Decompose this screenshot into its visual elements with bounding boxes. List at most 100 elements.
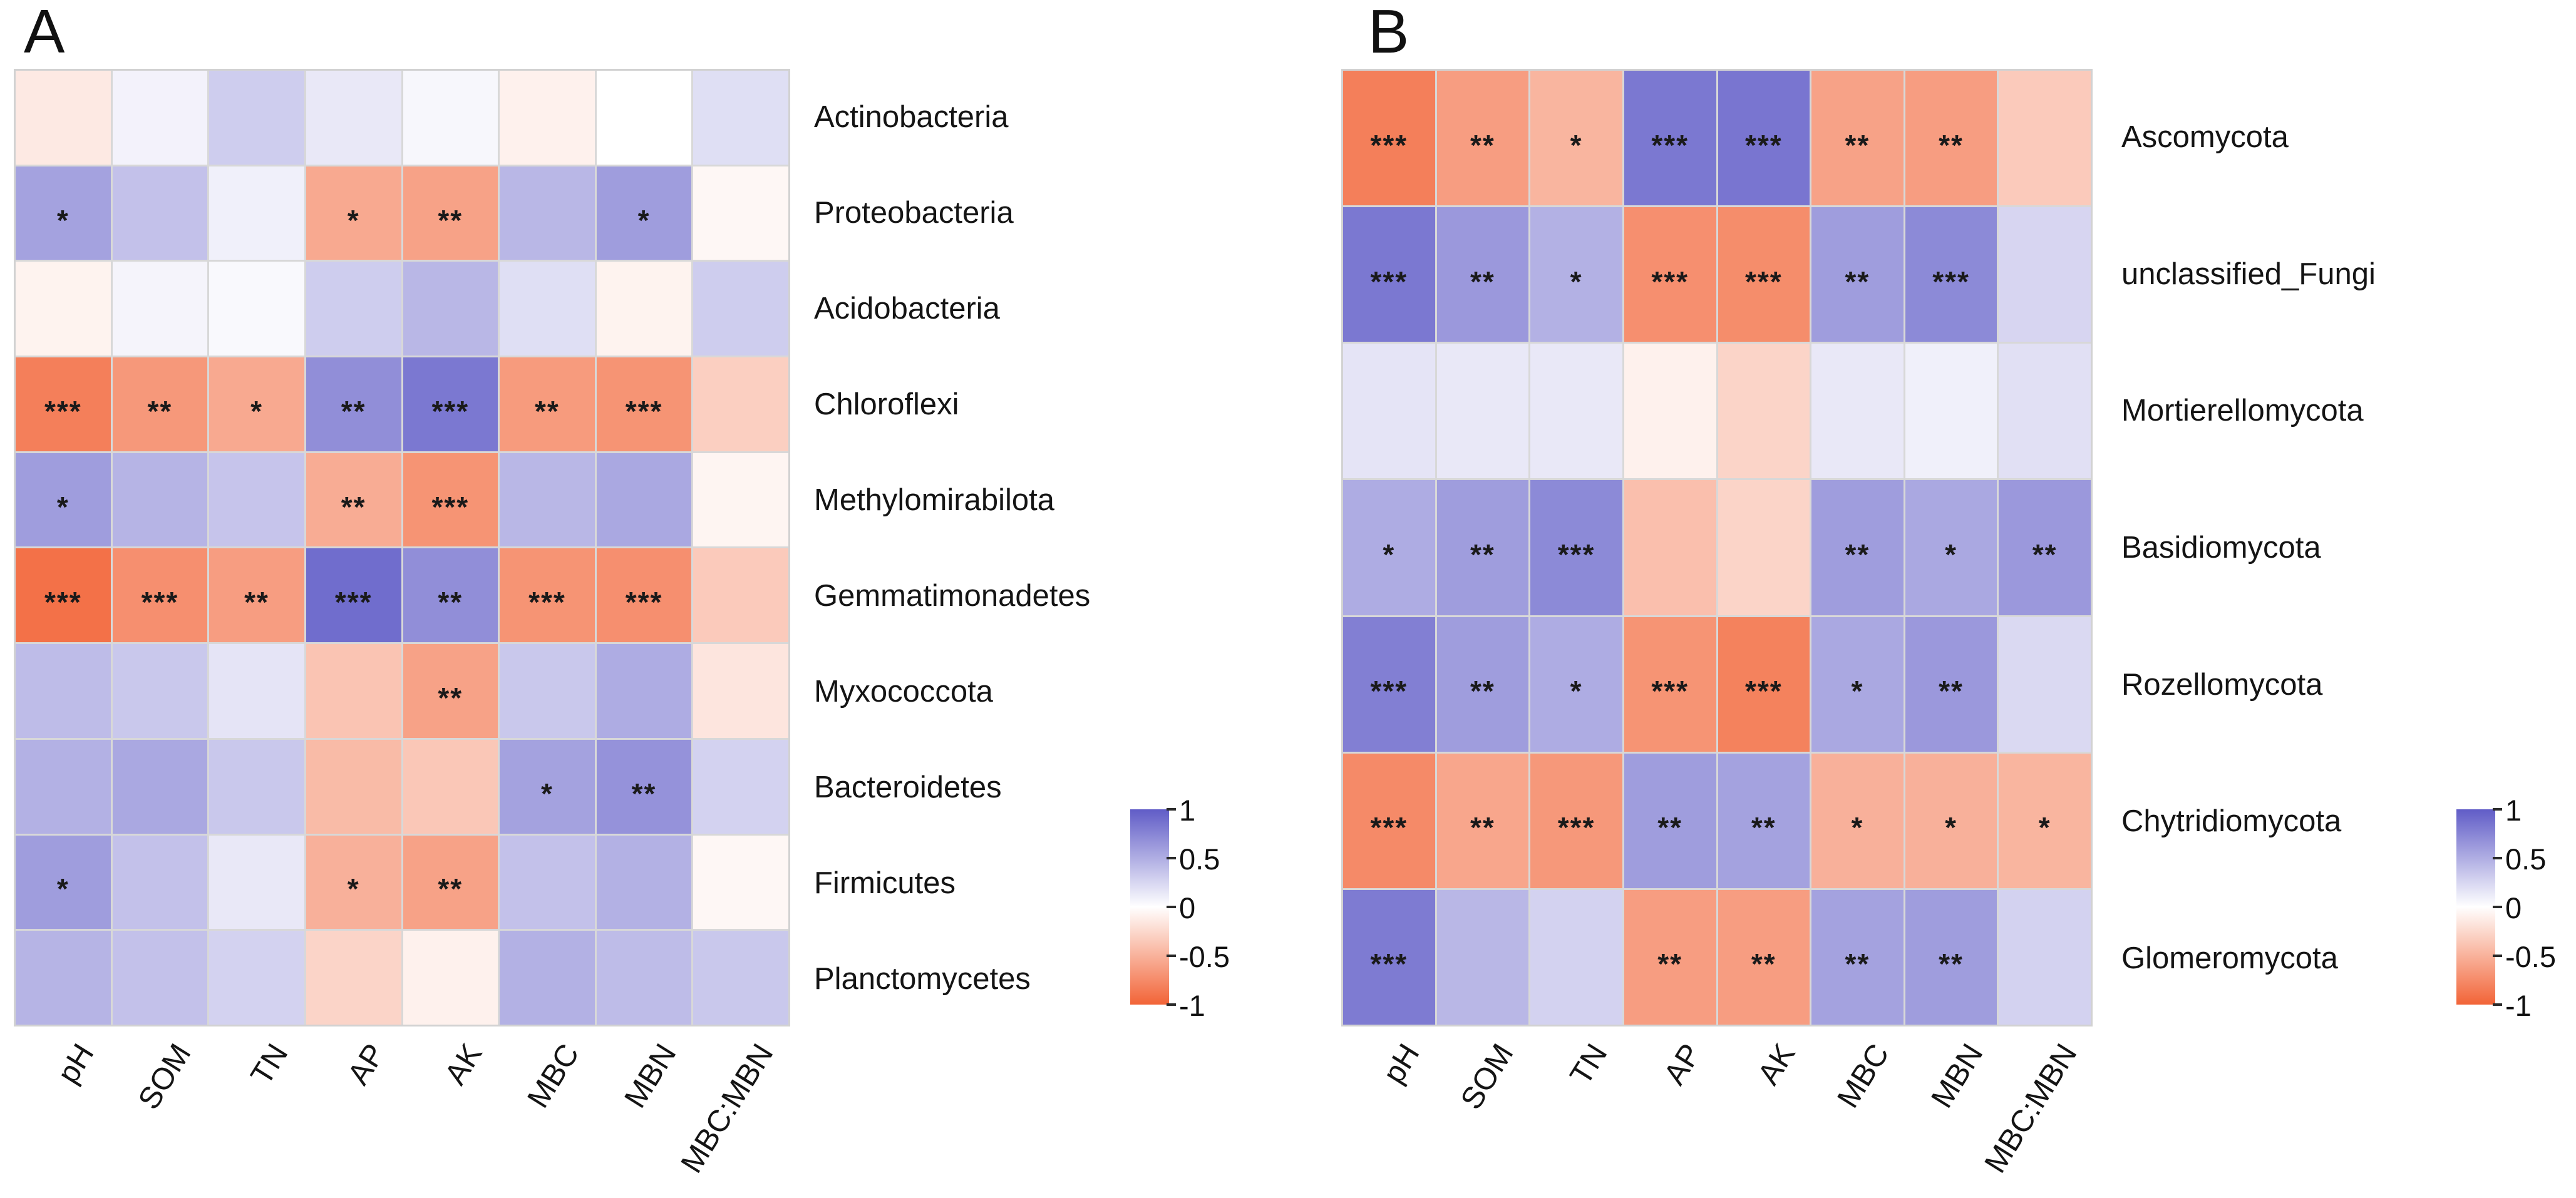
significance-stars: ** xyxy=(438,873,463,906)
heatmap-cell: * xyxy=(306,166,401,260)
significance-stars: ** xyxy=(1845,538,1870,571)
significance-stars: *** xyxy=(1370,948,1408,981)
heatmap-cell xyxy=(1999,71,2091,206)
significance-stars: *** xyxy=(141,586,179,619)
heatmap-cell: *** xyxy=(1343,71,1435,206)
heatmap-cell: *** xyxy=(596,357,692,451)
legend-tick-label: -1 xyxy=(1179,989,1205,1022)
heatmap-cell xyxy=(693,548,788,643)
heatmap-cell xyxy=(112,739,208,834)
significance-stars: *** xyxy=(1651,128,1689,161)
row-label: Rozellomycota xyxy=(2121,667,2323,702)
heatmap-cell: ** xyxy=(1905,889,1997,1025)
significance-stars: ** xyxy=(1939,128,1964,161)
col-label: TN xyxy=(244,1038,295,1091)
heatmap-cell: ** xyxy=(500,357,595,451)
heatmap-cell: * xyxy=(1343,480,1435,615)
legend-tick-label: -1 xyxy=(2505,989,2532,1022)
heatmap-cell: ** xyxy=(209,548,304,643)
legend-tick-label: -0.5 xyxy=(1179,940,1230,973)
row-label: Planctomycetes xyxy=(814,961,1031,996)
significance-stars: *** xyxy=(1370,675,1408,708)
legend-tick xyxy=(1167,857,1176,859)
heatmap-cell: * xyxy=(1530,617,1622,752)
heatmap-cell xyxy=(596,644,692,738)
significance-stars: * xyxy=(637,203,651,237)
row-label: Mortierellomycota xyxy=(2121,394,2364,428)
row-label: unclassified_Fungi xyxy=(2121,257,2376,291)
heatmap-panel-a: * * ** * *** ** * ** *** ** *** * ** *** *** *** ** *** **… xyxy=(14,69,790,1026)
significance-stars: ** xyxy=(535,394,560,427)
significance-stars: ** xyxy=(1470,265,1495,298)
heatmap-cell: *** xyxy=(1343,889,1435,1025)
significance-stars: * xyxy=(1945,811,1958,844)
heatmap-cell: ** xyxy=(596,739,692,834)
significance-stars: * xyxy=(1570,128,1583,161)
heatmap-cell: *** xyxy=(596,548,692,643)
significance-stars: *** xyxy=(1651,265,1689,298)
heatmap-cell: * xyxy=(1530,71,1622,206)
significance-stars: ** xyxy=(244,586,269,619)
heatmap-cell xyxy=(16,262,111,356)
heatmap-cell: ** xyxy=(1436,617,1529,752)
significance-stars: * xyxy=(1945,538,1958,571)
heatmap-cell xyxy=(1718,480,1810,615)
col-label: MBC xyxy=(520,1038,586,1114)
heatmap-cell xyxy=(112,453,208,547)
heatmap-cell xyxy=(500,931,595,1025)
heatmap-cell xyxy=(403,71,498,165)
heatmap-cell: ** xyxy=(1905,617,1997,752)
heatmap-cell xyxy=(209,262,304,356)
col-label: pH xyxy=(51,1038,101,1090)
row-label: Basidiomycota xyxy=(2121,530,2321,565)
significance-stars: *** xyxy=(1744,265,1783,298)
heatmap-cell: *** xyxy=(500,548,595,643)
heatmap-cell xyxy=(209,71,304,165)
heatmap-cell xyxy=(16,739,111,834)
heatmap-cell xyxy=(1436,889,1529,1025)
heatmap-cell: *** xyxy=(16,548,111,643)
col-label: MBC:MBN xyxy=(674,1038,780,1179)
heatmap-cell xyxy=(500,835,595,929)
heatmap-cell: ** xyxy=(1624,889,1716,1025)
significance-stars: ** xyxy=(2032,538,2058,571)
col-label: TN xyxy=(1564,1038,1614,1091)
significance-stars: * xyxy=(1851,811,1864,844)
heatmap-cell: *** xyxy=(112,548,208,643)
heatmap-cell xyxy=(693,453,788,547)
heatmap-cell: *** xyxy=(1718,71,1810,206)
significance-stars: ** xyxy=(1657,811,1683,844)
heatmap-cell: *** xyxy=(306,548,401,643)
heatmap-cell: * xyxy=(16,166,111,260)
col-label: MBC:MBN xyxy=(1978,1038,2084,1179)
heatmap-cell xyxy=(1624,344,1716,479)
legend-gradient-bar xyxy=(1130,809,1169,1005)
heatmap-cell: ** xyxy=(1436,480,1529,615)
heatmap-cell xyxy=(112,166,208,260)
panel-b-letter: B xyxy=(1368,0,1409,66)
row-label: Firmicutes xyxy=(814,866,956,900)
heatmap-cell xyxy=(1343,344,1435,479)
heatmap-cell: *** xyxy=(1905,207,1997,342)
heatmap-cell: * xyxy=(306,835,401,929)
heatmap-cell: *** xyxy=(1343,207,1435,342)
col-label: AK xyxy=(438,1038,489,1091)
heatmap-cell xyxy=(306,739,401,834)
significance-stars: *** xyxy=(1370,811,1408,844)
legend-gradient-bar xyxy=(2456,809,2495,1005)
heatmap-cell: *** xyxy=(1530,753,1622,888)
significance-stars: *** xyxy=(44,394,82,427)
heatmap-cell xyxy=(403,262,498,356)
row-label: Myxococcota xyxy=(814,674,993,709)
significance-stars: * xyxy=(1570,265,1583,298)
panel-a-legend: 1 0.5 0 -0.5 -1 xyxy=(1130,796,1269,1042)
heatmap-cell xyxy=(500,262,595,356)
significance-stars: * xyxy=(540,777,554,810)
significance-stars: *** xyxy=(625,394,663,427)
col-label: AP xyxy=(1657,1038,1708,1091)
significance-stars: * xyxy=(347,873,360,906)
legend-tick xyxy=(2493,1003,2502,1006)
heatmap-cell xyxy=(1718,344,1810,479)
heatmap-cell: ** xyxy=(1811,889,1904,1025)
